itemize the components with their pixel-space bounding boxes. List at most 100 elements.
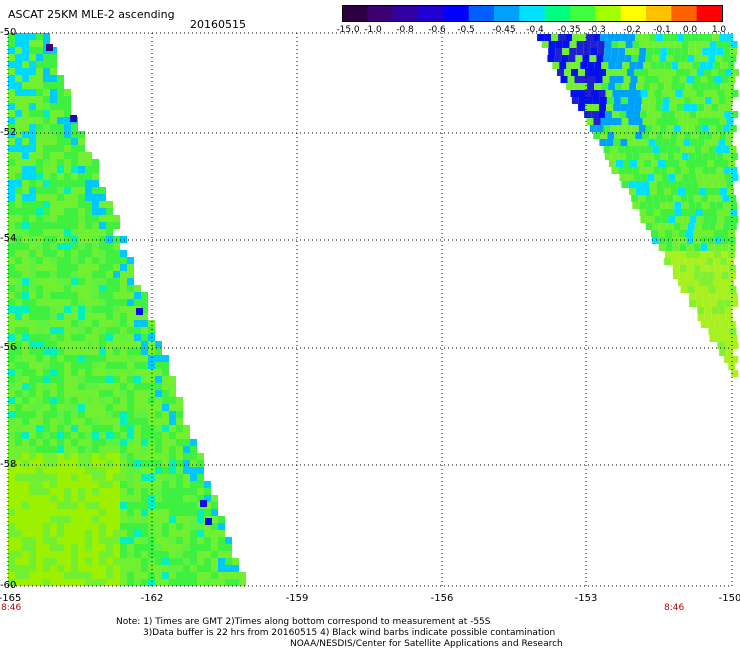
swath-cell (600, 118, 608, 125)
swath-cell (71, 355, 78, 362)
swath-cell (667, 202, 675, 209)
swath-cell (78, 264, 85, 271)
swath-cell (29, 278, 36, 285)
swath-cell (22, 341, 29, 348)
swath-cell (92, 495, 99, 502)
swath-cell (64, 558, 71, 565)
swath-cell (176, 418, 183, 425)
swath-cell (162, 404, 169, 411)
swath-cell (686, 265, 694, 272)
swath-cell (674, 209, 682, 216)
swath-cell (85, 222, 92, 229)
swath-cell (92, 453, 99, 460)
swath-cell (127, 572, 134, 579)
swath-cell (57, 285, 64, 292)
swath-cell (50, 117, 57, 124)
swath-cell (183, 488, 190, 495)
swath-cell (92, 257, 99, 264)
swath-cell (666, 125, 674, 132)
swath-cell (120, 418, 127, 425)
swath-cell (36, 432, 43, 439)
swath-cell (598, 90, 606, 97)
swath-cell (71, 509, 78, 516)
swath-cell (99, 397, 106, 404)
swath-cell (50, 432, 57, 439)
swath-cell (665, 251, 672, 258)
swath-cell (141, 432, 148, 439)
swath-cell (673, 195, 681, 202)
swath-cell (50, 54, 57, 61)
swath-cell (211, 530, 218, 537)
swath-cell (686, 237, 694, 244)
swath-cell (601, 62, 609, 69)
swath-cell (662, 69, 669, 76)
swath-cell (50, 96, 57, 103)
swath-cell (22, 222, 29, 229)
swath-cell (675, 174, 683, 181)
swath-cell (106, 523, 113, 530)
swath-cell (731, 300, 739, 307)
swath-cell (50, 222, 57, 229)
swath-cell (707, 251, 714, 258)
swath-cell (57, 166, 64, 173)
swath-cell (631, 55, 639, 62)
swath-cell (22, 173, 29, 180)
swath-cell (127, 299, 134, 306)
swath-cell (29, 264, 36, 271)
swath-cell (169, 474, 176, 481)
swath-cell (682, 216, 690, 223)
swath-cell (655, 139, 663, 146)
swath-cell (8, 145, 15, 152)
swath-cell (99, 355, 106, 362)
swath-cell (127, 425, 134, 432)
swath-cell (162, 369, 169, 376)
swath-cell (141, 565, 148, 572)
swath-cell (693, 244, 701, 251)
swath-cell (43, 565, 50, 572)
swath-cell (676, 139, 684, 146)
swath-cell (36, 278, 43, 285)
swath-cell (141, 439, 148, 446)
swath-cell (632, 41, 640, 48)
swath-cell (715, 286, 723, 293)
swath-cell (85, 187, 92, 194)
swath-cell (148, 481, 155, 488)
swath-cell (176, 488, 183, 495)
swath-cell (99, 481, 106, 488)
swath-cell (141, 341, 148, 348)
swath-cell (134, 565, 141, 572)
swath-cell (99, 229, 106, 236)
swath-cell (232, 579, 239, 586)
swath-cell (176, 481, 183, 488)
swath-cell (78, 509, 85, 516)
swath-cell (15, 432, 22, 439)
swath-cell (43, 187, 50, 194)
swath-cell (120, 257, 127, 264)
swath-cell (703, 90, 711, 97)
swath-cell (714, 76, 722, 83)
swath-cell (29, 110, 36, 117)
swath-cell (64, 222, 71, 229)
swath-cell (666, 55, 674, 62)
swath-cell (599, 97, 607, 104)
swath-cell (134, 383, 141, 390)
swath-cell (29, 187, 36, 194)
swath-cell (646, 209, 654, 216)
swath-cell (120, 355, 127, 362)
swath-cell (662, 97, 670, 104)
swath-cell (29, 551, 36, 558)
swath-cell (64, 481, 71, 488)
swath-cell (696, 111, 704, 118)
swath-cell (592, 69, 599, 76)
swath-cell (57, 397, 64, 404)
swath-cell (64, 425, 71, 432)
swath-cell (693, 76, 701, 83)
swath-cell (22, 145, 29, 152)
swath-cell (162, 537, 169, 544)
swath-cell (15, 320, 22, 327)
swath-cell (15, 355, 22, 362)
swath-cell (183, 502, 190, 509)
swath-cell (8, 117, 15, 124)
swath-cell (22, 320, 29, 327)
swath-cell (29, 54, 36, 61)
